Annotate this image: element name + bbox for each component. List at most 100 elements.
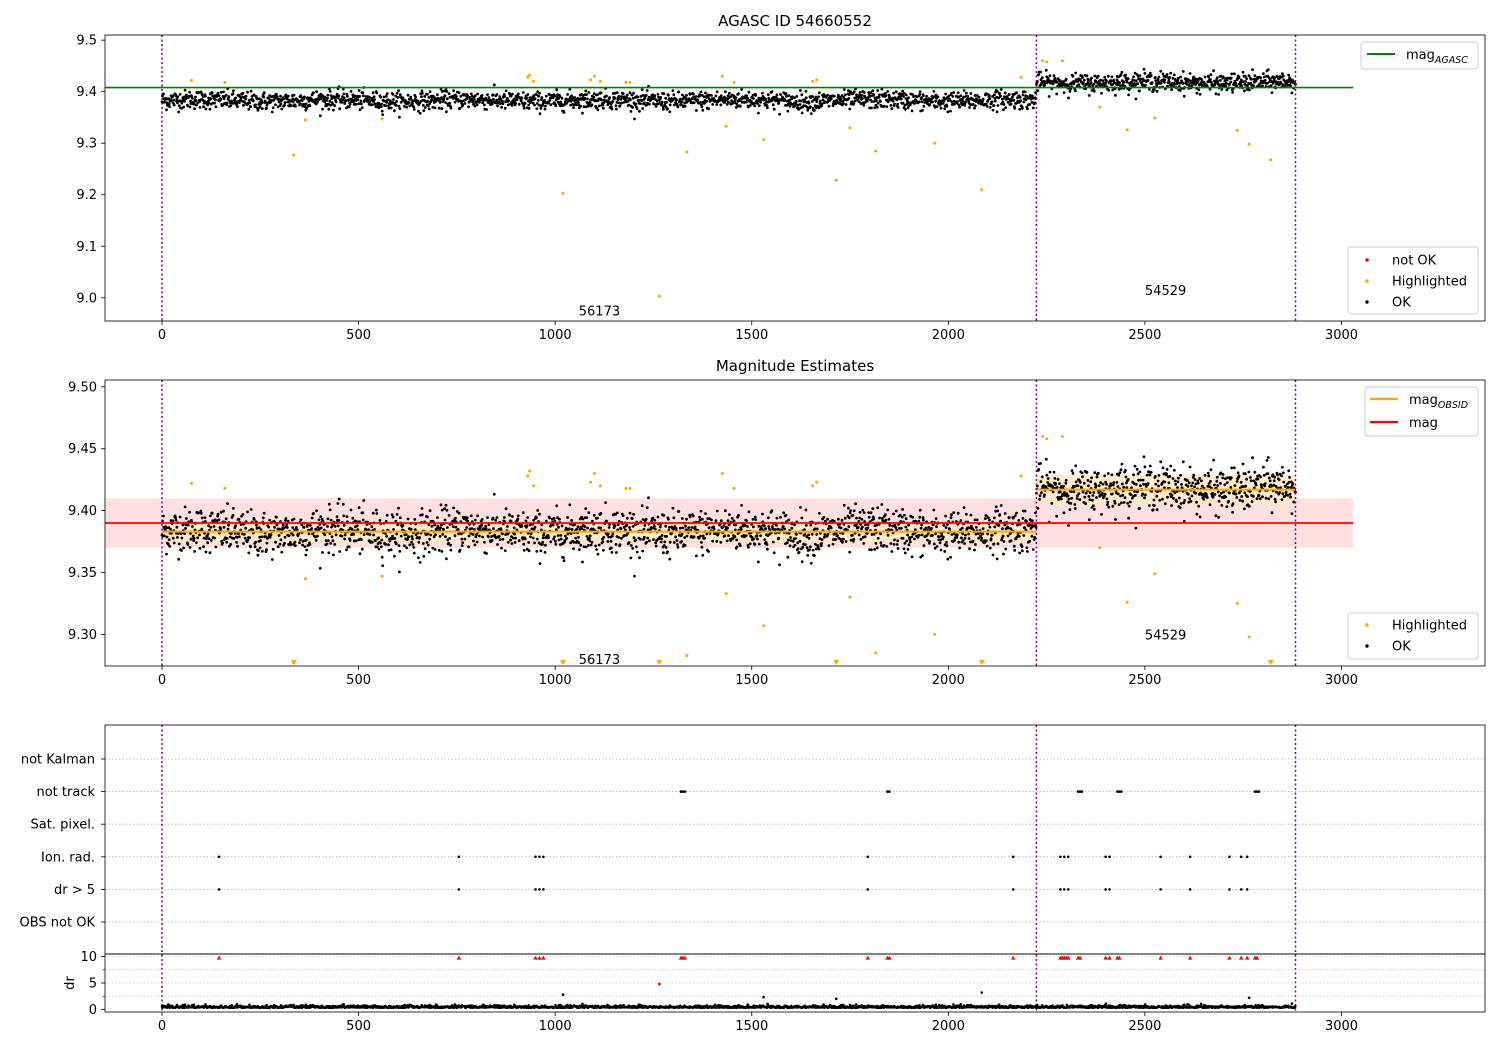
ok-point bbox=[471, 532, 475, 536]
ok-point bbox=[1090, 76, 1093, 80]
ok-point bbox=[395, 532, 399, 536]
ok-point bbox=[719, 94, 723, 98]
ok-point bbox=[370, 103, 374, 107]
ok-point bbox=[379, 105, 383, 109]
ok-point bbox=[1200, 484, 1204, 488]
ok-point bbox=[516, 92, 520, 96]
ok-point bbox=[826, 93, 829, 97]
legend-label: OK bbox=[1392, 296, 1411, 311]
ok-point bbox=[926, 538, 929, 542]
ok-point bbox=[1044, 68, 1048, 72]
ok-point bbox=[194, 99, 198, 103]
ok-point bbox=[753, 543, 757, 546]
ok-point bbox=[1086, 77, 1090, 81]
ok-point bbox=[918, 90, 922, 93]
ok-point bbox=[674, 535, 677, 539]
ok-point bbox=[560, 524, 564, 528]
ok-point bbox=[660, 534, 664, 537]
ok-point bbox=[1114, 94, 1117, 97]
highlighted-point bbox=[1045, 60, 1049, 64]
y-tick-label: 9.1 bbox=[76, 240, 97, 255]
ok-point bbox=[858, 91, 862, 94]
ok-point bbox=[1148, 71, 1152, 75]
ok-point bbox=[473, 518, 477, 522]
ok-point bbox=[616, 528, 620, 532]
ok-point bbox=[1229, 486, 1233, 489]
ok-point bbox=[842, 96, 846, 99]
ok-point bbox=[772, 107, 776, 111]
ok-point bbox=[888, 524, 892, 527]
ok-point bbox=[547, 536, 550, 539]
ok-point bbox=[1203, 473, 1207, 477]
ok-point bbox=[1119, 468, 1123, 472]
ok-point bbox=[1134, 483, 1138, 486]
ok-point bbox=[371, 511, 375, 515]
ok-point bbox=[235, 535, 239, 539]
ok-point bbox=[273, 525, 276, 529]
ok-point bbox=[354, 539, 358, 543]
ok-point bbox=[882, 104, 886, 108]
ok-point bbox=[711, 539, 715, 543]
ok-point bbox=[999, 88, 1003, 91]
ok-point bbox=[921, 109, 924, 112]
ok-point bbox=[523, 537, 527, 541]
ok-point bbox=[473, 94, 477, 97]
ok-point bbox=[813, 97, 817, 101]
ok-point bbox=[921, 554, 924, 557]
ok-point bbox=[543, 98, 546, 102]
ok-point bbox=[886, 100, 890, 104]
ok-point bbox=[770, 90, 774, 94]
ok-point bbox=[268, 535, 272, 539]
ok-point bbox=[1061, 493, 1064, 496]
ok-point bbox=[892, 543, 896, 546]
ok-point bbox=[562, 559, 566, 562]
ok-point bbox=[431, 105, 435, 109]
ok-point bbox=[889, 104, 893, 107]
ok-point bbox=[503, 106, 507, 110]
ok-point bbox=[308, 104, 312, 108]
ok-point bbox=[798, 103, 802, 106]
ok-point bbox=[1054, 482, 1058, 486]
ok-point bbox=[1143, 496, 1146, 500]
ok-point bbox=[1233, 72, 1236, 76]
ok-point bbox=[678, 526, 682, 530]
legend-frame bbox=[1360, 41, 1479, 70]
ok-point bbox=[1239, 480, 1243, 484]
ok-point bbox=[224, 93, 228, 97]
ok-point bbox=[326, 517, 330, 521]
ok-point bbox=[878, 516, 881, 520]
ok-point bbox=[956, 511, 960, 515]
ok-point bbox=[920, 533, 924, 537]
ok-point bbox=[727, 534, 730, 537]
ok-point bbox=[492, 492, 496, 496]
ok-point bbox=[787, 518, 791, 522]
ok-point bbox=[1023, 526, 1027, 530]
ok-point bbox=[957, 540, 961, 544]
ok-point bbox=[908, 540, 912, 544]
ok-point bbox=[203, 516, 207, 519]
highlighted-point bbox=[657, 294, 661, 298]
ok-point bbox=[878, 93, 881, 97]
ok-point bbox=[318, 566, 322, 570]
ok-point bbox=[734, 523, 738, 527]
ok-point bbox=[501, 537, 505, 541]
ok-point bbox=[1047, 95, 1051, 98]
ok-point bbox=[1233, 466, 1236, 470]
ok-point bbox=[491, 93, 495, 97]
ok-point bbox=[1165, 472, 1168, 476]
ok-point bbox=[481, 535, 484, 539]
ok-point bbox=[785, 94, 788, 98]
ok-point bbox=[1262, 72, 1265, 75]
ok-point bbox=[244, 526, 248, 530]
ok-point bbox=[258, 105, 262, 109]
ok-point bbox=[1055, 80, 1059, 84]
ok-point bbox=[1166, 495, 1169, 499]
legend-label-mag-agasc: magAGASC bbox=[1406, 48, 1468, 66]
ok-point bbox=[884, 92, 887, 95]
ok-point bbox=[198, 533, 201, 537]
ok-point bbox=[938, 541, 942, 545]
ok-point bbox=[1142, 79, 1145, 83]
ok-point bbox=[399, 534, 403, 538]
ok-point bbox=[1144, 83, 1147, 87]
ok-point bbox=[355, 524, 359, 528]
